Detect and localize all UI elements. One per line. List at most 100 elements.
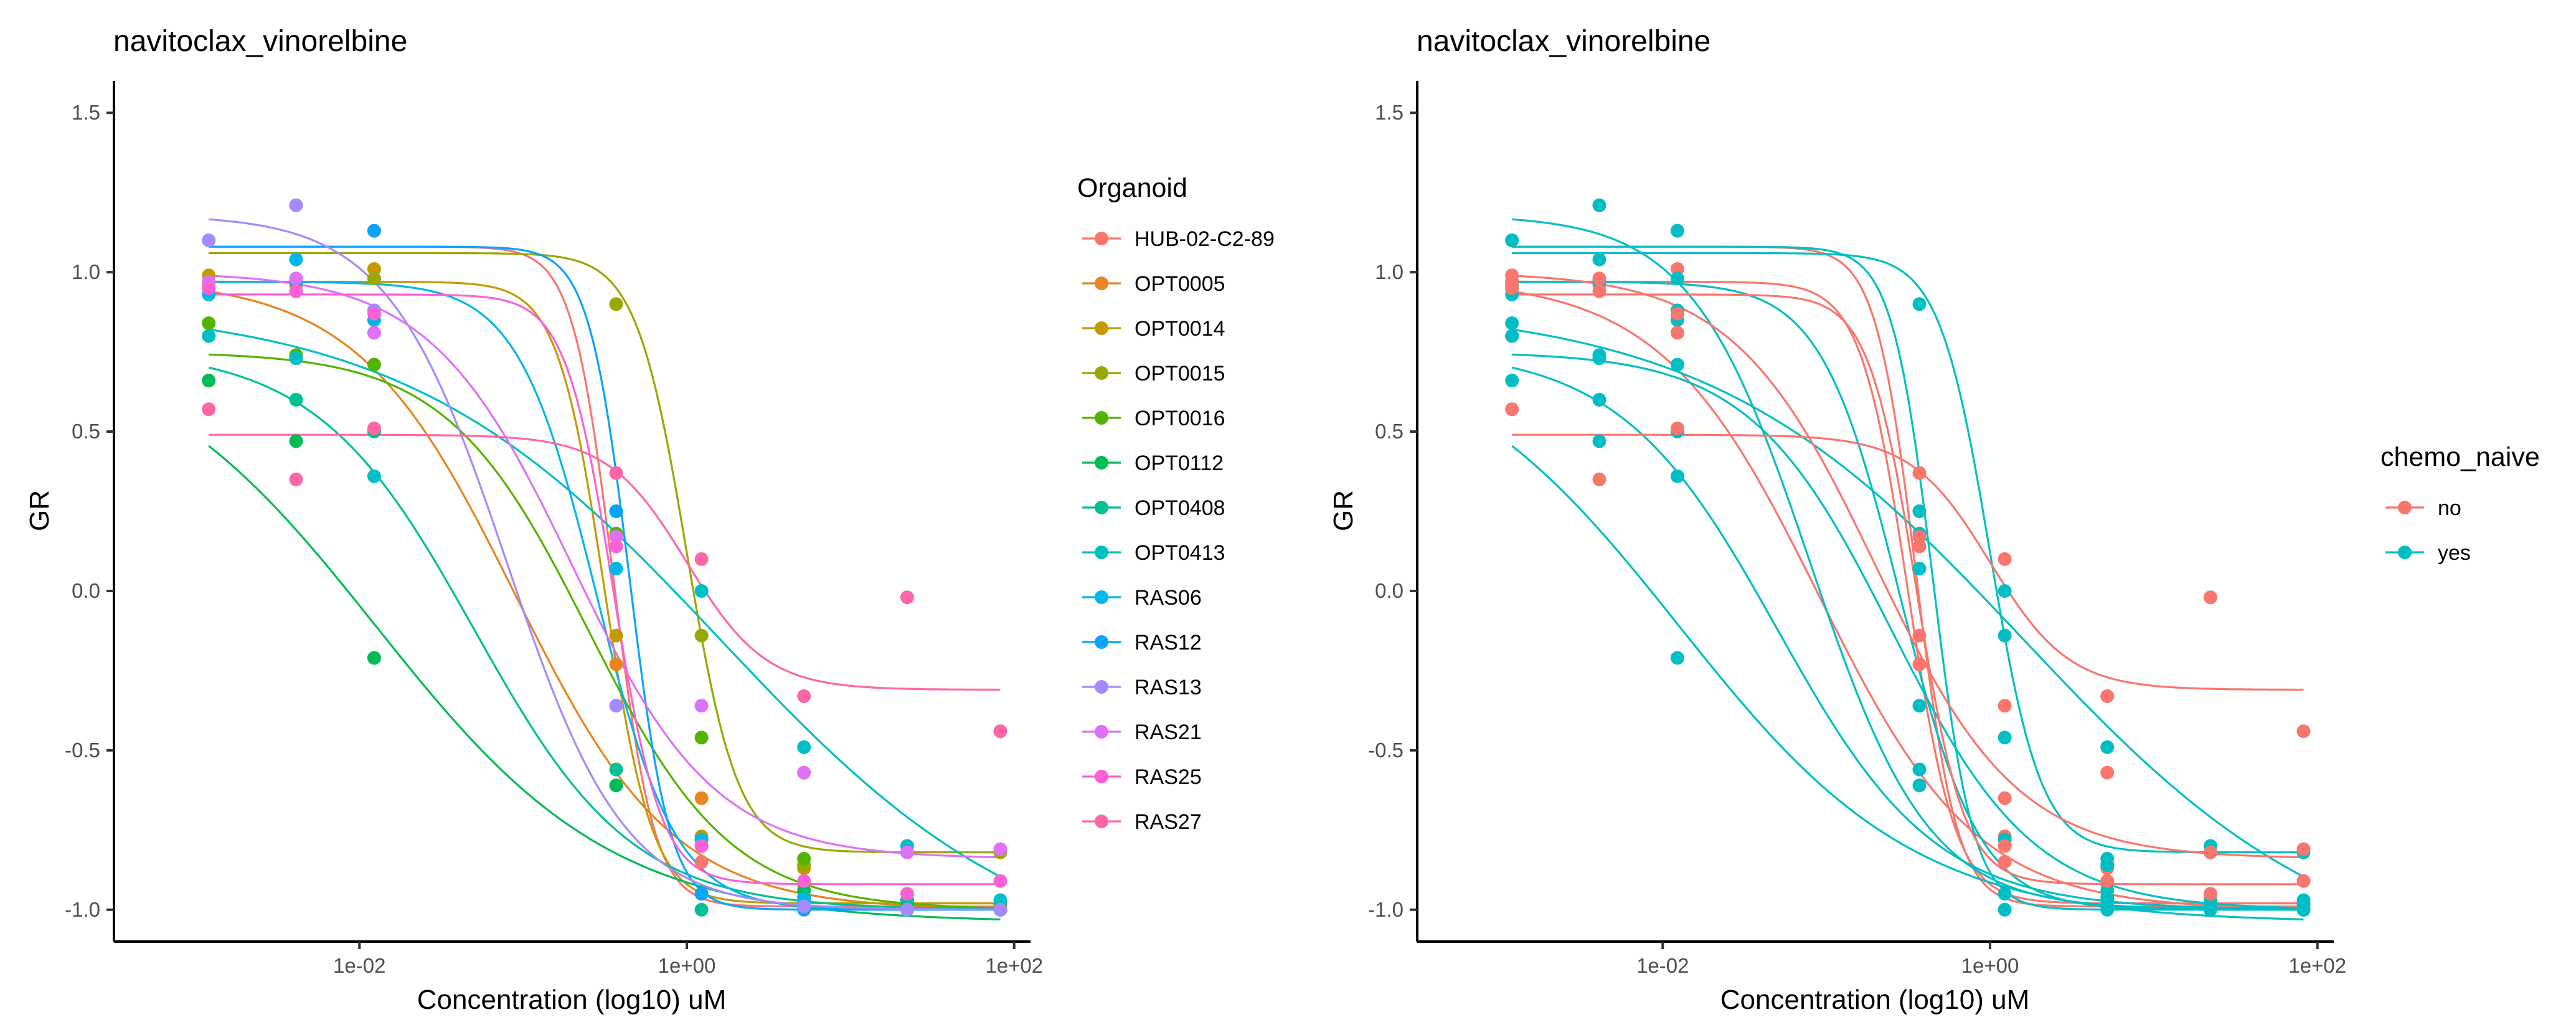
- data-point: [1912, 466, 1927, 480]
- data-point: [2100, 689, 2115, 703]
- legend-key-point: [2398, 546, 2412, 559]
- fit-curve: [209, 280, 1001, 905]
- y-tick-label: 0.5: [72, 420, 100, 443]
- fit-curve: [209, 218, 1001, 911]
- data-point: [367, 272, 381, 286]
- legend-key-point: [1095, 635, 1108, 649]
- x-tick-label: 1e+02: [2288, 954, 2346, 977]
- data-point: [1998, 887, 2012, 901]
- legend-item: OPT0015: [1082, 362, 1225, 385]
- legend-key-point: [1095, 680, 1108, 694]
- data-point: [1998, 584, 2012, 598]
- data-point: [2296, 874, 2311, 888]
- data-point: [2296, 893, 2311, 907]
- data-point: [900, 902, 914, 917]
- data-point: [289, 252, 303, 267]
- data-point: [202, 374, 216, 388]
- axes: 1.5 1.0 0.5 0.0 -0.5 -1.0 1e-02 1e+00 1e+02: [65, 81, 1043, 977]
- fit-curve: [1512, 280, 2304, 905]
- legend-key-point: [1095, 815, 1108, 828]
- y-tick-label: -1.0: [1368, 898, 1404, 921]
- data-point: [289, 472, 303, 486]
- data-point: [2296, 902, 2311, 917]
- data-point: [1998, 902, 2012, 917]
- data-point: [2100, 851, 2115, 866]
- legend-item: OPT0005: [1082, 272, 1225, 296]
- data-point: [1670, 306, 1684, 321]
- fit-curve: [1512, 252, 2304, 854]
- legend-key-point: [1095, 725, 1108, 739]
- fit-curve: [209, 353, 1001, 909]
- fit-curve: [209, 433, 1001, 691]
- data-point: [797, 740, 811, 754]
- data-point: [694, 887, 709, 901]
- data-points: [202, 198, 1007, 917]
- panel-title: navitoclax_vinorelbine: [1417, 25, 1710, 58]
- data-point: [609, 504, 623, 518]
- legend-item: OPT0112: [1082, 451, 1224, 475]
- data-point: [1912, 562, 1927, 576]
- data-point: [367, 306, 381, 321]
- data-point: [367, 421, 381, 435]
- legend-item: HUB-02-C2-89: [1082, 227, 1275, 251]
- legend-item: no: [2385, 496, 2461, 520]
- legend-label: OPT0016: [1135, 407, 1225, 430]
- legend-label: OPT0005: [1135, 272, 1225, 296]
- data-point: [900, 845, 914, 859]
- data-point: [1505, 233, 1519, 247]
- fit-curve: [209, 245, 1001, 911]
- data-point: [2296, 842, 2311, 856]
- data-point: [694, 855, 709, 869]
- fit-curve: [208, 290, 1001, 910]
- fit-curves: [208, 218, 1001, 920]
- fit-curve: [1511, 445, 2304, 920]
- data-point: [289, 272, 303, 286]
- legend-key-point: [1095, 546, 1108, 559]
- data-point: [900, 887, 914, 901]
- x-axis-title: Concentration (log10) uM: [417, 985, 726, 1015]
- fit-curve: [1512, 218, 2304, 911]
- data-point: [1912, 778, 1927, 793]
- data-point: [1912, 628, 1927, 643]
- data-point: [1592, 392, 1606, 407]
- axes: 1.5 1.0 0.5 0.0 -0.5 -1.0 1e-02 1e+00 1e+02: [1368, 81, 2346, 977]
- data-point: [1670, 357, 1684, 372]
- data-point: [797, 765, 811, 780]
- data-point: [694, 628, 709, 643]
- fit-curve: [1512, 245, 2304, 908]
- legend-label: RAS13: [1135, 676, 1202, 699]
- legend-label: RAS12: [1135, 631, 1202, 655]
- data-point: [367, 224, 381, 238]
- legend-key-point: [1095, 321, 1108, 335]
- data-point: [2203, 887, 2217, 901]
- data-point: [367, 262, 381, 276]
- data-point: [1670, 272, 1684, 286]
- legend-key-point: [1095, 232, 1108, 245]
- legend-item: OPT0413: [1082, 541, 1225, 565]
- data-point: [289, 198, 303, 212]
- legend-label: RAS25: [1135, 765, 1202, 789]
- data-point: [1670, 469, 1684, 483]
- data-point: [1670, 326, 1684, 340]
- fit-curve: [208, 366, 1001, 910]
- data-point: [1998, 552, 2012, 566]
- x-tick-label: 1e-02: [333, 954, 385, 977]
- fit-curve: [1512, 245, 2304, 911]
- data-point: [694, 791, 709, 805]
- data-point: [1998, 730, 2012, 745]
- fit-curve: [209, 245, 1001, 908]
- data-point: [609, 529, 623, 544]
- legend-item: RAS21: [1082, 721, 1202, 744]
- data-point: [1505, 402, 1519, 417]
- data-point: [1912, 297, 1927, 311]
- y-tick-label: -0.5: [1368, 739, 1404, 762]
- data-point: [367, 357, 381, 372]
- data-point: [1670, 651, 1684, 665]
- y-tick-label: 0.0: [1375, 579, 1404, 602]
- y-tick-label: 1.5: [72, 101, 100, 124]
- legend-key-point: [1095, 590, 1108, 604]
- legend-title: Organoid: [1077, 173, 1187, 203]
- fit-curve: [209, 293, 1001, 886]
- data-point: [367, 651, 381, 665]
- legend-key-point: [1095, 770, 1108, 783]
